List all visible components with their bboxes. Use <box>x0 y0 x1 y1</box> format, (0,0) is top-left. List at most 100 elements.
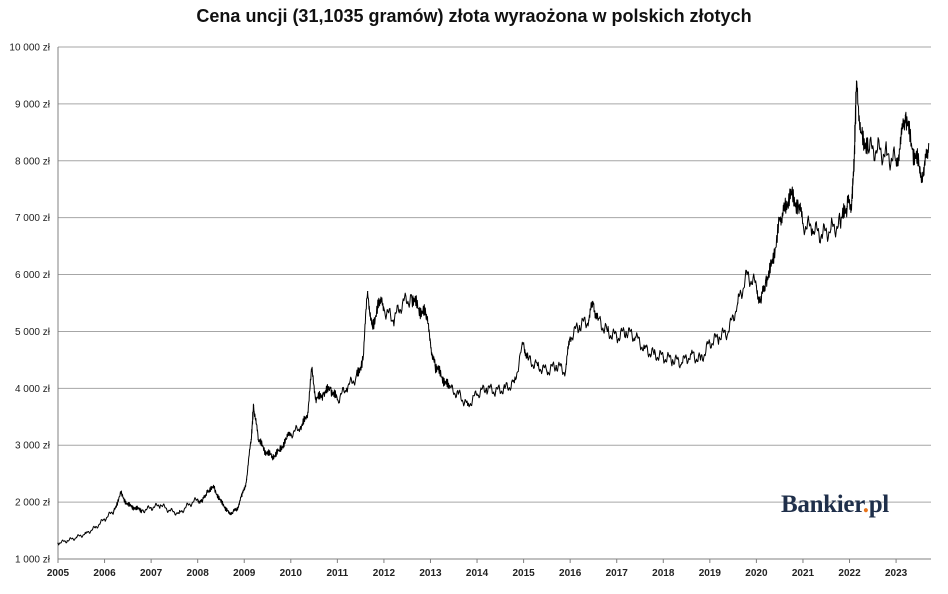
data-point <box>392 319 394 321</box>
data-point <box>606 330 609 333</box>
x-tick-label: 2007 <box>140 568 163 579</box>
data-point <box>434 364 436 367</box>
gold-price-line <box>57 80 930 546</box>
data-point <box>727 330 730 333</box>
data-point <box>236 507 238 509</box>
data-point <box>709 342 711 344</box>
data-point <box>245 478 248 480</box>
data-point <box>346 387 348 389</box>
data-point <box>846 205 848 207</box>
data-point <box>900 143 902 145</box>
y-tick-label: 7 000 zł <box>15 213 51 224</box>
x-tick-label: 2005 <box>47 568 70 579</box>
data-point <box>336 399 338 401</box>
data-point <box>252 404 255 406</box>
data-point <box>150 507 152 509</box>
data-point <box>867 148 869 150</box>
data-point <box>597 319 599 321</box>
data-point <box>241 495 243 498</box>
data-point <box>197 498 199 500</box>
data-point <box>546 370 548 372</box>
data-point <box>271 456 273 458</box>
data-point <box>103 518 106 520</box>
data-point <box>746 273 748 276</box>
x-tick-label: 2017 <box>606 568 629 579</box>
data-point <box>201 501 203 503</box>
data-point <box>588 319 590 321</box>
data-point <box>783 205 785 207</box>
axes <box>57 47 931 563</box>
data-point <box>120 492 122 495</box>
data-point <box>860 131 862 133</box>
data-point <box>653 353 655 355</box>
data-point <box>802 222 804 224</box>
logo-main: Bankier <box>781 491 863 518</box>
data-point <box>790 194 792 196</box>
data-point <box>232 512 234 515</box>
data-point <box>592 302 595 304</box>
data-point <box>527 359 529 361</box>
x-tick-label: 2021 <box>792 568 815 579</box>
data-point <box>113 510 115 512</box>
y-tick-label: 9 000 zł <box>15 99 51 110</box>
data-point <box>904 114 906 116</box>
data-point <box>141 510 143 512</box>
x-tick-label: 2015 <box>512 568 535 579</box>
data-point <box>355 376 357 378</box>
data-point <box>448 387 450 389</box>
data-point <box>569 336 571 338</box>
x-tick-label: 2022 <box>838 568 861 579</box>
data-point <box>227 510 229 512</box>
data-point <box>371 325 373 327</box>
data-point <box>178 512 180 515</box>
data-point <box>671 359 674 361</box>
data-point <box>699 359 702 361</box>
data-point <box>755 285 758 287</box>
gridlines <box>58 46 931 503</box>
y-tick-labels: 1 000 zł 2 000 zł 3 000 zł 4 000 zł 5 000 zł… <box>9 43 50 566</box>
data-point <box>616 336 618 338</box>
data-point <box>690 353 692 355</box>
data-point <box>311 370 313 372</box>
x-tick-label: 2006 <box>93 568 116 579</box>
data-point <box>264 450 266 452</box>
data-point <box>476 393 478 395</box>
data-point <box>928 143 930 145</box>
data-point <box>853 160 855 162</box>
y-tick-label: 6 000 zł <box>15 270 51 281</box>
y-tick-label: 5 000 zł <box>15 327 51 338</box>
x-tick-label: 2011 <box>327 568 349 579</box>
data-point <box>250 438 252 441</box>
data-point <box>830 228 832 230</box>
data-point <box>760 302 762 304</box>
data-point <box>485 387 487 389</box>
x-tick-label: 2009 <box>233 568 256 579</box>
data-point <box>159 504 162 506</box>
data-point <box>220 501 222 503</box>
data-point <box>681 362 683 364</box>
data-point <box>718 336 720 338</box>
data-point <box>329 387 331 389</box>
data-point <box>257 438 259 441</box>
data-point <box>378 302 380 304</box>
data-point <box>513 382 515 384</box>
data-point <box>811 228 813 230</box>
x-tick-label: 2020 <box>745 568 768 579</box>
y-tick-label: 8 000 zł <box>15 156 51 167</box>
data-point <box>918 165 920 168</box>
data-point <box>457 393 460 395</box>
logo-tail: pl <box>868 491 890 518</box>
x-tick-label: 2014 <box>466 568 489 579</box>
data-point <box>504 387 506 389</box>
data-point <box>322 393 324 395</box>
data-point <box>911 148 913 150</box>
data-point <box>306 416 308 418</box>
data-point <box>315 399 318 401</box>
y-tick-label: 3 000 zł <box>15 441 51 452</box>
data-point <box>797 205 799 207</box>
data-point <box>851 200 853 202</box>
x-tick-label: 2023 <box>885 568 908 579</box>
data-point <box>290 433 292 435</box>
